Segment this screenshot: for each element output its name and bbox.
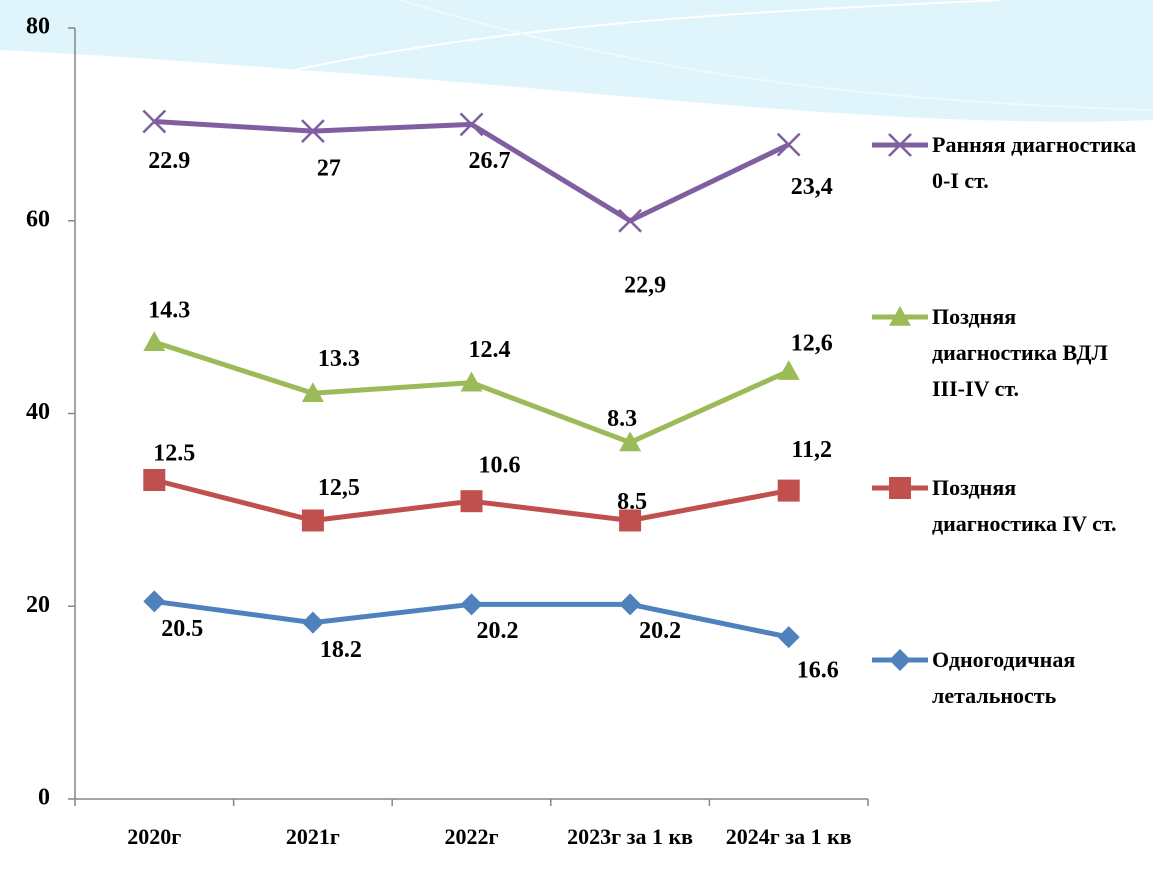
- data-label: 12.5: [153, 440, 195, 466]
- x-tick-label: 2020г: [127, 824, 182, 849]
- data-label: 20.5: [161, 616, 203, 642]
- data-label: 8.5: [617, 489, 647, 515]
- y-tick-label: 40: [26, 399, 50, 425]
- data-label: 23,4: [791, 174, 833, 200]
- data-label: 27: [317, 156, 341, 182]
- legend-label: Ранняя диагностика 0-I ст.: [932, 132, 1137, 193]
- data-label: 20.2: [639, 618, 681, 644]
- marker: [301, 509, 324, 532]
- marker: [142, 109, 167, 134]
- marker: [889, 649, 911, 671]
- x-tick-label: 2023г за 1 кв: [567, 824, 694, 849]
- marker: [301, 611, 324, 634]
- data-label: 14.3: [148, 298, 190, 324]
- marker: [777, 626, 800, 649]
- data-label: 12.4: [469, 337, 511, 363]
- data-label: 18.2: [320, 637, 362, 663]
- marker: [888, 133, 912, 157]
- marker: [460, 371, 483, 392]
- marker: [777, 479, 800, 502]
- marker: [776, 132, 801, 157]
- marker: [889, 477, 911, 499]
- y-tick-label: 0: [38, 785, 50, 811]
- marker: [889, 306, 911, 326]
- data-label: 13.3: [318, 346, 360, 372]
- marker: [619, 593, 642, 616]
- data-label: 22.9: [148, 148, 190, 174]
- data-label: 10.6: [479, 453, 521, 479]
- x-tick-label: 2022г: [444, 824, 499, 849]
- background-swoosh: [0, 0, 1153, 122]
- data-label: 16.6: [797, 658, 839, 684]
- background-line: [249, 0, 1001, 81]
- data-label: 8.3: [607, 406, 637, 432]
- y-tick-label: 80: [26, 14, 50, 40]
- marker: [618, 208, 642, 233]
- x-tick-label: 2024г за 1 кв: [725, 824, 852, 849]
- marker: [460, 593, 483, 616]
- data-label: 12,6: [791, 331, 833, 357]
- data-label: 22,9: [624, 272, 666, 298]
- marker: [459, 112, 484, 137]
- legend-label: Одногодичная летальность: [932, 647, 1076, 708]
- data-label: 12,5: [318, 475, 360, 501]
- marker: [460, 490, 483, 513]
- marker: [143, 331, 166, 351]
- marker: [619, 431, 642, 452]
- y-tick-label: 60: [26, 206, 50, 232]
- marker: [143, 468, 166, 491]
- data-label: 11,2: [791, 437, 832, 463]
- background-line: [399, 0, 1153, 111]
- x-tick-label: 2021г: [285, 824, 340, 849]
- marker: [777, 360, 800, 380]
- y-tick-label: 20: [26, 592, 50, 618]
- marker: [143, 590, 166, 613]
- marker: [301, 382, 324, 403]
- data-label: 26.7: [469, 148, 511, 174]
- marker: [619, 509, 642, 532]
- marker: [301, 119, 325, 144]
- legend-label: Поздняя диагностика ВДЛ III-IV ст.: [932, 304, 1108, 401]
- legend-label: Поздняя диагностика IV ст.: [932, 475, 1117, 536]
- data-label: 20.2: [477, 618, 519, 644]
